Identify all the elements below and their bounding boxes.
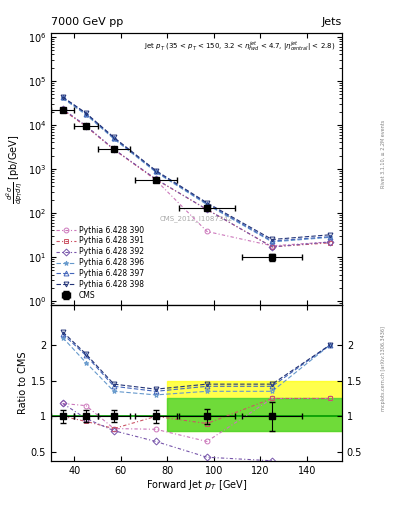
Pythia 6.428 392 [84, 123, 88, 129]
Pythia 6.428 396 [61, 95, 65, 101]
Pythia 6.428 396 [153, 169, 158, 175]
Pythia 6.428 390 [112, 146, 116, 152]
Pythia 6.428 390 [205, 228, 209, 234]
Pythia 6.428 397 [270, 238, 274, 244]
Text: Rivet 3.1.10, ≥ 2.2M events: Rivet 3.1.10, ≥ 2.2M events [381, 119, 386, 188]
Bar [167, 380, 342, 431]
Pythia 6.428 390 [153, 177, 158, 183]
Text: Jet $p_T$ (35 < $p_T$ < 150, 3.2 < $\eta^{jet}_{fwd}$ < 4.7, $|\eta^{jet}_{centr: Jet $p_T$ (35 < $p_T$ < 150, 3.2 < $\eta… [144, 39, 335, 53]
Pythia 6.428 391 [112, 146, 116, 153]
Pythia 6.428 398 [270, 237, 274, 243]
Pythia 6.428 390 [328, 239, 332, 245]
Text: 7000 GeV pp: 7000 GeV pp [51, 16, 123, 27]
Line: Pythia 6.428 390: Pythia 6.428 390 [60, 108, 333, 248]
Pythia 6.428 391 [270, 244, 274, 250]
Pythia 6.428 392 [270, 244, 274, 250]
Pythia 6.428 391 [205, 206, 209, 212]
Line: Pythia 6.428 397: Pythia 6.428 397 [60, 95, 333, 244]
Pythia 6.428 397 [112, 135, 116, 141]
Pythia 6.428 398 [153, 167, 158, 174]
Pythia 6.428 392 [205, 206, 209, 212]
Pythia 6.428 396 [84, 112, 88, 118]
Legend: Pythia 6.428 390, Pythia 6.428 391, Pythia 6.428 392, Pythia 6.428 396, Pythia 6: Pythia 6.428 390, Pythia 6.428 391, Pyth… [55, 224, 145, 302]
Y-axis label: Ratio to CMS: Ratio to CMS [18, 352, 28, 414]
Pythia 6.428 396 [270, 239, 274, 245]
Pythia 6.428 391 [61, 106, 65, 113]
Pythia 6.428 396 [205, 202, 209, 208]
Text: mcplots.cern.ch [arXiv:1306.3436]: mcplots.cern.ch [arXiv:1306.3436] [381, 326, 386, 411]
Pythia 6.428 397 [328, 233, 332, 240]
Pythia 6.428 391 [328, 240, 332, 246]
Pythia 6.428 391 [153, 176, 158, 182]
Pythia 6.428 390 [61, 106, 65, 113]
Pythia 6.428 392 [61, 106, 65, 112]
Pythia 6.428 398 [205, 200, 209, 206]
Line: Pythia 6.428 391: Pythia 6.428 391 [60, 108, 333, 249]
Line: Pythia 6.428 398: Pythia 6.428 398 [60, 95, 333, 242]
Line: Pythia 6.428 392: Pythia 6.428 392 [60, 106, 333, 249]
Pythia 6.428 391 [84, 123, 88, 130]
Pythia 6.428 398 [84, 110, 88, 116]
Text: Jets: Jets [321, 16, 342, 27]
Pythia 6.428 390 [84, 123, 88, 129]
Pythia 6.428 392 [328, 239, 332, 245]
Pythia 6.428 392 [153, 176, 158, 182]
Pythia 6.428 396 [328, 234, 332, 241]
Pythia 6.428 396 [112, 136, 116, 142]
Line: Pythia 6.428 396: Pythia 6.428 396 [60, 96, 333, 244]
Pythia 6.428 397 [205, 201, 209, 207]
Pythia 6.428 397 [153, 168, 158, 175]
Pythia 6.428 397 [84, 111, 88, 117]
Pythia 6.428 397 [61, 94, 65, 100]
Pythia 6.428 398 [328, 232, 332, 238]
Pythia 6.428 398 [61, 94, 65, 100]
Bar [167, 398, 342, 431]
Pythia 6.428 392 [112, 146, 116, 152]
Text: CMS_2012_I1087342: CMS_2012_I1087342 [160, 215, 233, 222]
X-axis label: Forward Jet $p_T$ [GeV]: Forward Jet $p_T$ [GeV] [146, 478, 247, 493]
Pythia 6.428 398 [112, 134, 116, 140]
Y-axis label: $\frac{d^2\sigma}{dp_Td\eta}$ [pb/GeV]: $\frac{d^2\sigma}{dp_Td\eta}$ [pb/GeV] [4, 135, 25, 204]
Pythia 6.428 390 [270, 243, 274, 249]
